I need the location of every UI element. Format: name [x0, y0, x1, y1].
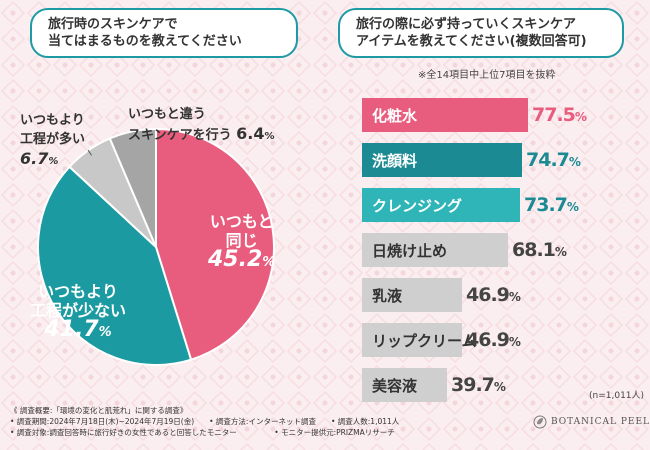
right-question-card: 旅行の際に必ず持っていくスキンケア アイテムを教えてください(複数回答可): [338, 8, 624, 58]
pie-value-0: 45.2%: [208, 247, 276, 272]
pie-label-0-line-0: いつもと: [209, 212, 274, 231]
bar-3: [362, 233, 508, 267]
pie-unit-3: %: [264, 131, 275, 142]
right-title-line-1: 旅行の際に必ず持っていくスキンケア: [356, 17, 576, 32]
bar-0: [362, 98, 528, 132]
footer-line-1: 《 調査概要:「環境の変化と肌荒れ」に関する調査》: [10, 406, 188, 415]
brand-name: BOTANICAL PEEL: [551, 417, 650, 427]
bar-unit-1: %: [568, 155, 581, 169]
bar-value-1: 74.7%: [526, 149, 581, 171]
pie-label-3-line-1: スキンケアを行う 6.4%: [128, 124, 275, 143]
footer-line-3: • 調査対象:調査回答時に旅行好きの女性であると回答したモニター • モニター提…: [10, 428, 395, 437]
right-question-title: 旅行の際に必ず持っていくスキンケア アイテムを教えてください(複数回答可): [356, 16, 587, 50]
left-title-line-1: 旅行時のスキンケアで: [48, 17, 178, 32]
bar-label-2: クレンジング: [372, 197, 463, 215]
bar-5: [362, 323, 462, 357]
pie-leader-3: [133, 129, 139, 138]
bar-6: [362, 368, 447, 402]
bar-2: [362, 188, 520, 222]
bar-value-2: 73.7%: [524, 194, 579, 216]
pie-label-0: いつもと 同じ 45.2%: [208, 212, 275, 272]
bar-1: [362, 143, 522, 177]
pie-slice-1: [37, 165, 193, 366]
pie-value-3: 6.4%: [236, 124, 275, 143]
pie-label-0-line-1: 同じ: [225, 231, 258, 250]
leaf-logo-icon: [533, 415, 547, 429]
bar-unit-0: %: [574, 110, 587, 124]
pie-label-3: いつもと違うスキンケアを行う 6.4%: [128, 105, 275, 146]
left-question-card: 旅行時のスキンケアで 当てはまるものを教えてください: [30, 8, 298, 58]
left-question-title: 旅行時のスキンケアで 当てはまるものを教えてください: [48, 16, 242, 50]
pie-label-3-line-0: いつもと違う: [128, 107, 206, 122]
items-note: ※全14項目中上位7項目を抜粋: [418, 70, 556, 81]
bar-value-0: 77.5%: [532, 104, 587, 126]
bar-unit-5: %: [508, 335, 521, 349]
pie-label-2-line-1: 工程が多い: [20, 132, 86, 147]
pie-label-1-line-0: いつもより: [38, 282, 118, 301]
pie-label-1-line-1: 工程が少ない: [30, 301, 127, 320]
pie-unit-2: %: [48, 156, 59, 167]
pie-slice-3: [108, 127, 157, 248]
bar-label-4: 乳液: [372, 287, 403, 305]
pie-leader-2: [87, 149, 93, 156]
bar-unit-3: %: [554, 245, 567, 259]
left-title-line-2: 当てはまるものを教えてください: [48, 34, 242, 49]
bar-value-4: 46.9%: [466, 284, 521, 306]
bar-unit-4: %: [508, 290, 521, 304]
pie-slice-0: [155, 127, 275, 361]
sample-size-label: (n=1,011人): [589, 391, 645, 401]
brand-logo: BOTANICAL PEEL: [533, 415, 650, 429]
bar-label-5: リップクリーム: [372, 332, 477, 350]
pie-unit-1: %: [98, 325, 112, 340]
bar-value-5: 46.9%: [466, 329, 521, 351]
survey-footer: 《 調査概要:「環境の変化と肌荒れ」に関する調査》 • 調査期間:2024年7月…: [10, 405, 399, 438]
pie-label-2: いつもより工程が多い 6.7%: [20, 111, 85, 171]
footer-line-2: • 調査期間:2024年7月18日(木)~2024年7月19日(金) • 調査方…: [10, 417, 400, 426]
pie-value-2: 6.7%: [20, 149, 59, 168]
right-title-line-2: アイテムを教えてください(複数回答可): [356, 34, 587, 49]
bar-4: [362, 278, 462, 312]
bar-unit-2: %: [566, 200, 579, 214]
bar-label-6: 美容液: [372, 377, 418, 395]
pie-value-1: 41.7%: [44, 317, 112, 342]
bar-label-0: 化粧水: [372, 107, 418, 125]
bar-value-6: 39.7%: [451, 374, 506, 396]
bar-unit-6: %: [493, 380, 506, 394]
pie-label-1: いつもより 工程が少ない 41.7%: [30, 282, 126, 342]
bar-label-3: 日焼け止め: [372, 242, 448, 260]
pie-label-2-line-0: いつもより: [20, 113, 85, 128]
bar-value-3: 68.1%: [512, 239, 567, 261]
bar-label-1: 洗顔料: [372, 152, 418, 170]
pie-unit-0: %: [262, 255, 276, 270]
